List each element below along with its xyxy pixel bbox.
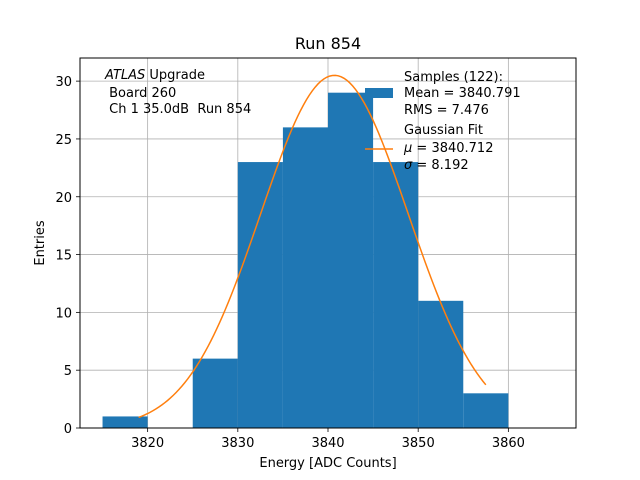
histogram-bar-3 bbox=[237, 162, 283, 428]
histogram-bar-2 bbox=[192, 358, 238, 428]
annotation-atlas: ATLAS bbox=[104, 68, 145, 83]
y-tick-label-2: 10 bbox=[55, 306, 72, 321]
legend-sigma-value: = 8.192 bbox=[412, 158, 468, 173]
y-tick-label-3: 15 bbox=[55, 249, 72, 264]
annotation-box: ATLAS Upgrade Board 260 Ch 1 35.0dB Run … bbox=[104, 68, 251, 117]
y-tick-label-0: 0 bbox=[64, 422, 72, 437]
histogram-bar-7 bbox=[418, 300, 464, 428]
y-axis-ticks: 0 5 10 15 20 25 30 bbox=[55, 75, 80, 437]
annotation-line-3: Ch 1 35.0dB Run 854 bbox=[105, 102, 251, 117]
histogram-bar-6 bbox=[373, 162, 419, 428]
histogram-bar-8 bbox=[463, 393, 509, 428]
y-tick-label-6: 30 bbox=[55, 75, 72, 90]
x-tick-label-0: 3820 bbox=[131, 436, 164, 451]
annotation-upgrade: Upgrade bbox=[145, 68, 205, 83]
y-tick-label-1: 5 bbox=[64, 364, 72, 379]
legend-hist-line-1: Samples (122): bbox=[404, 70, 503, 85]
legend-sigma-symbol: σ bbox=[404, 158, 413, 173]
legend-fit-line-3: σ = 8.192 bbox=[404, 158, 469, 173]
legend-hist-line-2: Mean = 3840.791 bbox=[404, 86, 521, 101]
y-axis-label: Entries bbox=[33, 220, 48, 266]
histogram-bar-4 bbox=[282, 127, 328, 428]
legend-hist-swatch bbox=[365, 88, 393, 98]
legend-mu-value: = 3840.712 bbox=[412, 141, 493, 156]
histogram-bar-0 bbox=[102, 416, 148, 428]
histogram-bar-5 bbox=[328, 92, 374, 428]
legend-fit-line-2: μ = 3840.712 bbox=[403, 141, 493, 156]
y-tick-label-4: 20 bbox=[55, 191, 72, 206]
annotation-line-2: Board 260 bbox=[105, 86, 176, 101]
legend: Samples (122): Mean = 3840.791 RMS = 7.4… bbox=[365, 70, 521, 173]
x-tick-label-1: 3830 bbox=[221, 436, 254, 451]
x-tick-label-3: 3850 bbox=[402, 436, 435, 451]
gaussian-fit bbox=[138, 74, 487, 419]
y-tick-label-5: 25 bbox=[55, 133, 72, 148]
x-axis-label: Energy [ADC Counts] bbox=[259, 456, 396, 471]
x-tick-label-2: 3840 bbox=[311, 436, 344, 451]
legend-fit-line-1: Gaussian Fit bbox=[404, 123, 483, 138]
histogram-bars bbox=[102, 92, 509, 428]
annotation-line-1: ATLAS Upgrade bbox=[104, 68, 205, 83]
legend-hist-line-3: RMS = 7.476 bbox=[404, 103, 489, 118]
gaussian-fit-curve bbox=[138, 74, 487, 419]
x-tick-label-4: 3860 bbox=[492, 436, 525, 451]
chart-title: Run 854 bbox=[295, 34, 361, 53]
legend-mu-symbol: μ bbox=[403, 141, 412, 156]
x-axis-ticks: 3820 3830 3840 3850 3860 bbox=[131, 428, 525, 451]
